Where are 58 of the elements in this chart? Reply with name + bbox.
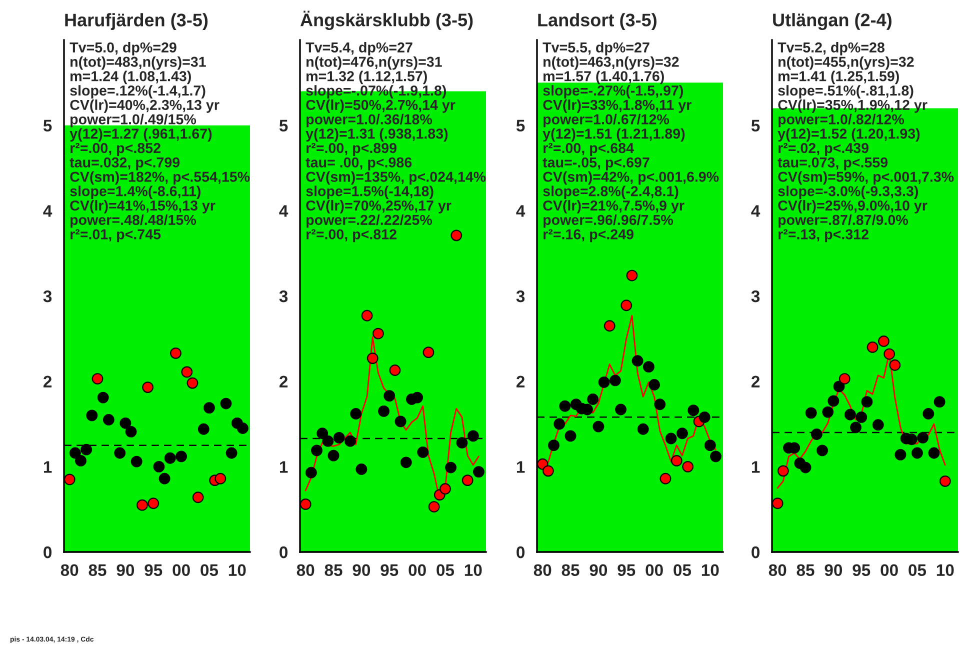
x-tick-label: 05 bbox=[674, 564, 692, 576]
x-tick-label: 80 bbox=[768, 564, 786, 576]
y-tick-label: 1 bbox=[752, 461, 760, 473]
x-tick-label: 00 bbox=[172, 564, 190, 576]
y-tick-label: 3 bbox=[751, 290, 760, 302]
x-tick-label: 95 bbox=[144, 564, 162, 576]
y-tick-label: 5 bbox=[43, 120, 52, 132]
y-tick-label: 0 bbox=[752, 546, 760, 558]
x-tick-label: 85 bbox=[562, 564, 580, 576]
x-tick-label: 10 bbox=[464, 564, 482, 576]
y-tick-label: 0 bbox=[516, 546, 525, 558]
chart-title: Landsort (3-5) bbox=[538, 13, 656, 30]
x-tick-label: 85 bbox=[796, 564, 814, 576]
x-tick-label: 05 bbox=[200, 564, 218, 576]
x-tick-label: 85 bbox=[88, 564, 106, 576]
x-tick-label: 10 bbox=[228, 564, 246, 576]
y-tick-label: 3 bbox=[43, 290, 52, 302]
y-tick-label: 3 bbox=[516, 290, 525, 302]
y-tick-label: 4 bbox=[516, 205, 526, 217]
y-tick-label: 3 bbox=[279, 290, 288, 302]
x-tick-label: 05 bbox=[436, 564, 454, 576]
text: Tv=5.5, dp%=27 n(tot)=463,n(yrs)=32 m=1.57 (1.40,1.76) slope=-.27%(-1.5,.97) CV(lr)=33%,1.8%,11 yr power=1.0/.67/12% y(12)=1.51 (1.21,1.89) r²=.00, p<.684 tau=-.05, p<.697 CV(sm)=42%, p<.001,6.9% slope=2.8%(-2.4,8.1) CV(lr)=21%,7.5%,9 yr power=.96/.96/7.5% r²=.16, p<.249 bbox=[542, 42, 719, 242]
x-tick-label: 80 bbox=[534, 564, 552, 576]
x-tick-label: 90 bbox=[824, 564, 842, 576]
y-tick-label: 1 bbox=[44, 461, 52, 473]
y-tick-label: 2 bbox=[516, 376, 525, 388]
x-tick-label: 95 bbox=[380, 564, 398, 576]
x-tick-label: 90 bbox=[590, 564, 608, 576]
y-tick-label: 2 bbox=[280, 376, 288, 388]
x-tick-label: 00 bbox=[408, 564, 426, 576]
x-tick-label: 05 bbox=[908, 564, 926, 576]
y-tick-label: 5 bbox=[279, 120, 288, 132]
x-tick-label: 90 bbox=[352, 564, 370, 576]
y-tick-label: 2 bbox=[44, 376, 52, 388]
y-tick-label: 0 bbox=[280, 546, 288, 558]
x-tick-label: 10 bbox=[936, 564, 954, 576]
x-tick-label: 95 bbox=[852, 564, 870, 576]
y-tick-label: 0 bbox=[44, 546, 52, 558]
x-tick-label: 80 bbox=[60, 564, 78, 576]
x-tick-label: 90 bbox=[116, 564, 134, 576]
y-tick-label: 4 bbox=[751, 205, 760, 217]
y-tick-label: 1 bbox=[280, 461, 288, 473]
x-tick-label: 10 bbox=[702, 564, 719, 576]
x-tick-label: 00 bbox=[646, 564, 663, 576]
x-tick-label: 85 bbox=[324, 564, 342, 576]
y-tick-label: 4 bbox=[279, 205, 288, 217]
y-tick-label: 5 bbox=[516, 120, 525, 132]
text: Tv=5.0, dp%=29 n(tot)=483,n(yrs)=31 m=1.24 (1.08,1.43) slope=.12%(-1.4,1.7) CV(lr)=40%,2.3%,13 yr power=1.0/.49/15% y(12)=1.27 (.961,1.67) r²=.00, p<.852 tau=.032, p<.799 CV(sm)=182%, p<.554,15% slope=1.4%(-8.6,11) CV(lr)=41%,15%,13 yr power=.48/.48/15% r²=.01, p<.745 bbox=[70, 42, 250, 242]
y-tick-label: 2 bbox=[752, 376, 760, 388]
y-tick-label: 5 bbox=[751, 120, 760, 132]
y-tick-label: 4 bbox=[43, 205, 52, 217]
y-tick-label: 1 bbox=[516, 461, 525, 473]
x-tick-label: 95 bbox=[618, 564, 636, 576]
chart-title: Ängskärsklubb (3-5) bbox=[300, 10, 473, 30]
chart-title: Harufjärden (3-5) bbox=[65, 13, 208, 30]
x-tick-label: 80 bbox=[296, 564, 314, 576]
chart-title: Utlängan (2-4) bbox=[773, 13, 892, 30]
x-tick-label: 00 bbox=[880, 564, 898, 576]
